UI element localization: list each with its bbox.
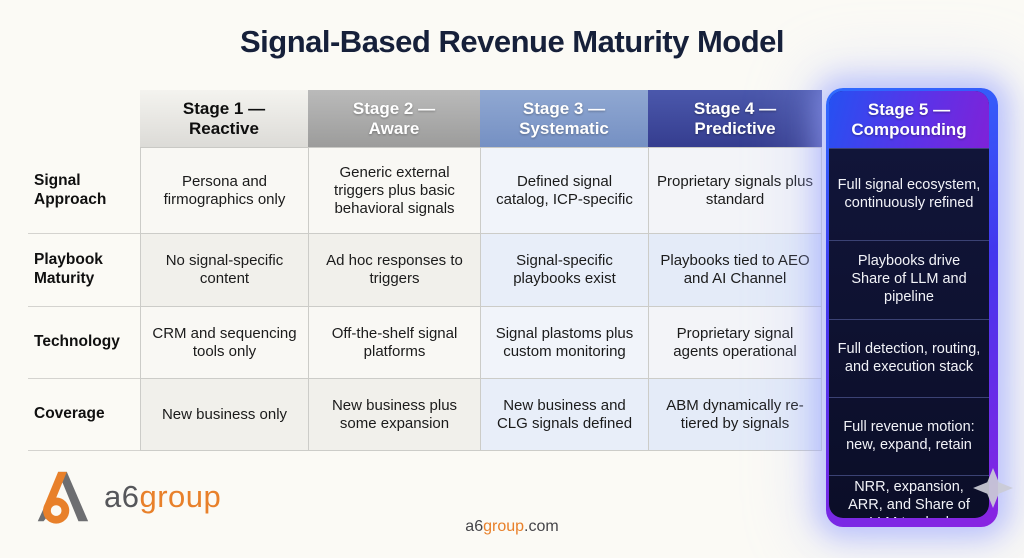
a6group-logo: a6group: [30, 466, 221, 528]
a6group-logo-text: a6group: [104, 479, 221, 515]
table-cell: Proprietary signals plus standard: [648, 148, 822, 234]
row-header-signal-approach: Signal Approach: [28, 148, 140, 234]
stage4-label: Stage 4 —: [693, 98, 777, 118]
table-cell: Full signal ecosystem, continuously refi…: [829, 148, 989, 240]
table-cell: CRM and sequencing tools only: [140, 307, 308, 379]
url-com: .com: [524, 518, 559, 535]
stage5-card-body: Stage 5 — Compounding Full signal ecosys…: [829, 91, 989, 518]
table-cell: Proprietary signal agents operational: [648, 307, 822, 379]
sparkle-icon: [973, 468, 1013, 508]
table-cell: Defined signal catalog, ICP-specific: [480, 148, 648, 234]
table-cell: Signal plastoms plus custom monitoring: [480, 307, 648, 379]
table-cell: Signal-specific playbooks exist: [480, 234, 648, 307]
column-header-stage3: Stage 3 — Systematic: [480, 90, 648, 148]
table-cell: Playbooks drive Share of LLM and pipelin…: [829, 240, 989, 319]
stage5-highlight-card: Stage 5 — Compounding Full signal ecosys…: [826, 88, 1013, 527]
column-header-stage4: Stage 4 — Predictive: [648, 90, 822, 148]
table-cell: Off-the-shelf signal platforms: [308, 307, 480, 379]
logo-text-group: group: [139, 479, 222, 514]
table-cell: Generic external triggers plus basic beh…: [308, 148, 480, 234]
table-cell: Persona and firmographics only: [140, 148, 308, 234]
stage5-label: Stage 5 —: [867, 99, 951, 119]
table-cell: NRR, expansion, ARR, and Share of LLM tr…: [829, 475, 989, 518]
page-title: Signal-Based Revenue Maturity Model: [239, 24, 785, 59]
stage3-label: Stage 3 —: [522, 98, 606, 118]
maturity-table: Stage 1 — Reactive Stage 2 — Aware Stage…: [28, 90, 822, 451]
column-header-stage1: Stage 1 — Reactive: [140, 90, 308, 148]
stage2-label: Stage 2 —: [352, 98, 436, 118]
stage5-name: Compounding: [851, 119, 967, 139]
table-cell: No signal-specific content: [140, 234, 308, 307]
row-header-playbook-maturity: Playbook Maturity: [28, 234, 140, 307]
table-cell: Ad hoc responses to triggers: [308, 234, 480, 307]
table-cell: New business only: [140, 379, 308, 451]
footer-url: a6group.com: [0, 518, 1024, 536]
table-cell: Full revenue motion: new, expand, retain: [829, 397, 989, 475]
stage3-name: Systematic: [519, 118, 609, 138]
header-spacer: [28, 90, 140, 148]
row-header-technology: Technology: [28, 307, 140, 379]
column-header-stage2: Stage 2 — Aware: [308, 90, 480, 148]
logo-text-a6: a6: [104, 479, 140, 514]
row-header-coverage: Coverage: [28, 379, 140, 451]
stage1-label: Stage 1 —: [182, 98, 266, 118]
stage4-name: Predictive: [694, 118, 776, 138]
table-cell: Playbooks tied to AEO and AI Channel: [648, 234, 822, 307]
table-cell: New business and CLG signals defined: [480, 379, 648, 451]
url-a6: a6: [465, 518, 484, 535]
table-cell: Full detection, routing, and execution s…: [829, 319, 989, 397]
column-header-stage5: Stage 5 — Compounding: [829, 91, 989, 148]
url-group: group: [483, 518, 525, 535]
stage1-name: Reactive: [189, 118, 259, 138]
stage2-name: Aware: [368, 118, 420, 138]
a6group-logo-mark: [37, 471, 89, 524]
table-cell: New business plus some expansion: [308, 379, 480, 451]
table-cell: ABM dynamically re-tiered by signals: [648, 379, 822, 451]
